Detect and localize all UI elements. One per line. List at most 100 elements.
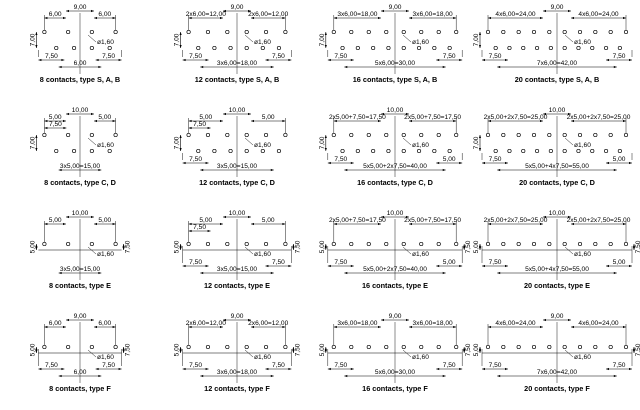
contact-hole <box>366 132 371 138</box>
top-sub-dimension-label: 7,50 <box>193 224 206 231</box>
contact-hole <box>485 344 491 350</box>
top-left-dimension-label: 6,00 <box>49 11 62 18</box>
top-center-dimension-label: 9,00 <box>551 4 564 11</box>
dimension-arrowhead <box>44 119 48 123</box>
contact-hole <box>593 29 598 35</box>
dimension-arrowhead <box>505 58 508 62</box>
connector-panel: 9,00 6,00 6,00 ø1,60 5,00 7,50 7,50 7,50 6,00 8 c… <box>29 313 131 393</box>
contact-hole <box>113 241 118 247</box>
contact-hole <box>531 132 537 138</box>
contact-hole <box>349 132 354 138</box>
dimension-arrowhead <box>409 16 412 20</box>
dimension-arrowhead <box>482 264 485 268</box>
dimension-arrowhead <box>543 215 546 219</box>
bottom-total-dimension-label: 7x6,00=42,00 <box>537 369 577 376</box>
dimension-arrowhead <box>497 65 501 69</box>
left-vertical-dimension-label: 7,00 <box>319 33 326 46</box>
dimension-arrowhead <box>44 222 48 226</box>
hole-leader <box>87 137 97 146</box>
contact-hole <box>454 132 459 138</box>
left-vertical-dimension-label: 7,00 <box>29 33 36 46</box>
dimension-arrowhead <box>179 244 182 247</box>
contact-hole <box>562 132 567 138</box>
bottom-right-dimension-label: 7,50 <box>613 53 626 60</box>
connector-panel: 9,00 2x6,00=12,00 2x6,00=12,00 ø1,60 5,00 7,5… <box>174 313 302 393</box>
panel-caption: 20 contacts, type F <box>524 384 590 393</box>
bottom-right-dimension-label: 7,50 <box>272 53 285 60</box>
dimension-arrowhead <box>112 222 116 226</box>
bottom-right-dimension-label: 7,50 <box>443 362 456 369</box>
dimension-arrowhead <box>94 16 97 20</box>
left-vertical-dimension-label: 5,00 <box>29 343 36 356</box>
contact-hole <box>436 344 441 350</box>
panel-caption: 8 contacts, type F <box>49 384 111 393</box>
bottom-left-dimension-label: 7,50 <box>334 156 347 163</box>
dimension-arrowhead <box>632 350 636 353</box>
contact-hole <box>577 344 583 350</box>
dimension-arrowhead <box>543 112 546 116</box>
contact-hole <box>401 132 406 138</box>
contact-hole <box>548 148 553 154</box>
contact-hole <box>228 148 233 154</box>
contact-hole <box>501 29 506 35</box>
dimension-arrowhead <box>95 367 99 371</box>
bottom-right-dimension-label: 7,50 <box>102 362 115 369</box>
contact-hole <box>283 241 288 247</box>
contact-hole <box>419 132 424 138</box>
dimension-arrowhead <box>505 264 508 268</box>
left-vertical-dimension-label: 7,00 <box>473 33 480 46</box>
contact-hole <box>384 241 389 247</box>
dimension-arrowhead <box>112 16 116 20</box>
dimension-arrowhead <box>543 318 546 322</box>
hole-leader <box>87 34 97 43</box>
hole-leader <box>564 349 574 358</box>
dimension-arrowhead <box>66 318 69 322</box>
dimension-arrowhead <box>58 168 62 172</box>
dimension-arrowhead <box>282 119 286 123</box>
contact-hole <box>608 29 613 35</box>
contact-hole <box>263 29 269 35</box>
dimension-arrowhead <box>409 325 412 329</box>
contact-hole <box>186 344 191 350</box>
contact-hole <box>331 241 336 247</box>
contact-hole <box>617 148 622 154</box>
contact-hole <box>576 45 581 51</box>
dimension-arrowhead <box>463 244 466 247</box>
contact-hole <box>577 241 583 247</box>
connector-panel: 10,00 5,00 5,00 ø1,60 5,00 7,50 3x5,00=15,00 8 … <box>29 210 131 290</box>
dimension-arrowhead <box>91 112 94 116</box>
dimension-arrowhead <box>282 16 286 20</box>
left-vertical-dimension-label: 5,00 <box>319 240 326 253</box>
bottom-total-dimension-label: 3x5,00=15,00 <box>60 163 100 170</box>
dimension-arrowhead <box>324 247 327 250</box>
dimension-arrowhead <box>207 126 211 130</box>
dimension-arrowhead <box>327 161 331 165</box>
dimension-arrowhead <box>292 350 295 353</box>
dimension-arrowhead <box>207 229 211 233</box>
connector-panel: 9,00 3x6,00=18,00 3x6,00=18,00 ø1,60 5,00 7,5… <box>319 313 472 393</box>
dimension-arrowhead <box>324 244 327 247</box>
dimension-arrowhead <box>613 168 617 172</box>
contact-hole <box>283 132 288 138</box>
contact-hole <box>349 344 354 350</box>
dimension-arrowhead <box>248 215 251 219</box>
dimension-arrowhead <box>571 325 574 329</box>
dimension-arrowhead <box>568 112 571 116</box>
bottom-total-dimension-label: 5x6,00=30,00 <box>375 60 415 67</box>
contact-hole <box>562 45 567 51</box>
dimension-arrowhead <box>333 119 337 123</box>
dimension-arrowhead <box>324 135 327 138</box>
dimension-arrowhead <box>409 119 412 123</box>
left-vertical-dimension-label: 7,00 <box>174 33 181 46</box>
top-right-dimension-label: 4x6,00=24,00 <box>578 320 618 327</box>
contact-hole <box>225 132 230 138</box>
contact-hole <box>485 132 491 138</box>
dimension-arrowhead <box>282 222 286 226</box>
dimension-arrowhead <box>182 367 186 371</box>
contact-hole <box>228 45 233 51</box>
dimension-arrowhead <box>488 222 491 226</box>
contact-hole <box>501 132 506 138</box>
dimension-arrowhead <box>623 325 626 329</box>
